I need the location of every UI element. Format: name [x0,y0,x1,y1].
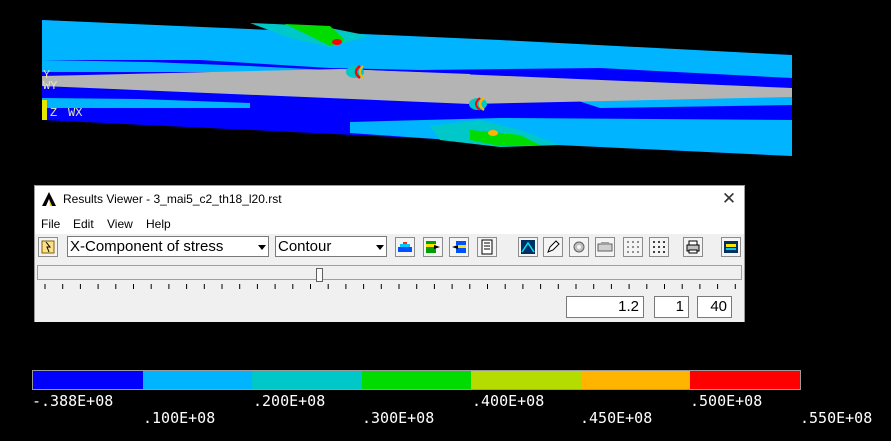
capture-image-button[interactable] [721,237,741,257]
total-sets-field[interactable]: 40 [697,296,732,318]
contour-region [350,118,792,156]
query-results-button[interactable] [595,237,615,257]
window-title: Results Viewer - 3_mai5_c2_th18_l20.rst [63,192,282,206]
animate-button[interactable] [518,237,538,257]
toolbar: X-Component of stress Contour [35,234,744,262]
display-type-value: Contour [278,238,332,255]
menu-edit[interactable]: Edit [73,217,94,231]
stress-hotspot [478,97,485,111]
legend-swatch [471,371,581,389]
slider-thumb[interactable] [316,268,323,282]
legend-label: .450E+08 [580,409,653,427]
contour-region [470,130,540,146]
legend-swatch [33,371,143,389]
legend-label: .400E+08 [472,392,545,410]
legend-label: .550E+08 [800,409,873,427]
options-button[interactable] [569,237,589,257]
legend-label: .300E+08 [362,409,435,427]
previous-result-button[interactable] [423,237,443,257]
list-results-button[interactable] [477,237,497,257]
grid-display-button[interactable] [623,237,643,257]
legend-label: .200E+08 [253,392,326,410]
legend-label: .500E+08 [690,392,763,410]
axis-label-y: Y [43,68,51,82]
set-number-field[interactable]: 1 [654,296,689,318]
legend-swatch [361,371,472,389]
image-capture-icon [724,241,738,253]
edit-plot-button[interactable] [543,237,563,257]
axis-label-z: Z [50,106,58,120]
list-icon [481,239,493,255]
arrow-left-icon [452,241,466,253]
stress-hotspot [475,97,481,111]
animation-icon [521,240,535,254]
stress-hotspot [332,39,342,45]
result-item-value: X-Component of stress [70,238,224,255]
legend-label: -.388E+08 [32,392,114,410]
pencil-icon [547,240,560,253]
contour-region [285,24,345,46]
legend-swatch [142,371,253,389]
slider-ticks [44,284,736,289]
ansys-logo-icon [42,192,56,206]
cursor-icon [41,240,55,254]
axis-label-wx: WX [68,106,83,120]
gear-icon [573,241,585,253]
legend-swatch [580,371,691,389]
results-slider[interactable] [37,265,742,282]
stress-hotspot [354,65,361,79]
menu-help[interactable]: Help [146,217,171,231]
contour-region [42,20,792,78]
result-item-select[interactable]: X-Component of stress [67,236,269,257]
stress-hotspot [488,130,498,136]
chevron-down-icon [373,237,386,256]
results-slider-panel: 1.2 1 40 [35,262,744,322]
legend-swatch [252,371,362,389]
results-viewer-window: Results Viewer - 3_mai5_c2_th18_l20.rst … [34,185,745,322]
contour-icon [398,242,412,252]
contour-region [340,69,470,98]
display-type-select[interactable]: Contour [275,236,387,257]
legend-label: .100E+08 [143,409,216,427]
next-result-button[interactable] [449,237,469,257]
query-icon [597,242,613,252]
print-button[interactable] [683,237,703,257]
stress-hotspot [359,65,364,79]
menu-bar: File Edit View Help [35,215,744,233]
legend-color-bar [32,370,801,390]
axis-label-wy: WY [43,79,58,93]
contour-region [42,98,250,108]
time-value-field[interactable]: 1.2 [566,296,644,318]
select-entity-button[interactable] [38,237,58,257]
dense-grid-icon [653,241,665,253]
printer-icon [686,240,700,254]
legend-swatch [690,371,801,389]
triad-marker [42,100,47,120]
arrow-right-icon [426,241,440,253]
mesh-display-button[interactable] [649,237,669,257]
model-shape [42,20,792,156]
menu-view[interactable]: View [107,217,133,231]
close-button[interactable]: ✕ [721,189,737,208]
title-bar[interactable]: Results Viewer - 3_mai5_c2_th18_l20.rst … [35,186,744,212]
dot-grid-icon [627,241,639,253]
chevron-down-icon [255,237,268,256]
contour-plot [42,20,792,156]
contour-plot-button[interactable] [395,237,415,257]
menu-file[interactable]: File [41,217,61,231]
